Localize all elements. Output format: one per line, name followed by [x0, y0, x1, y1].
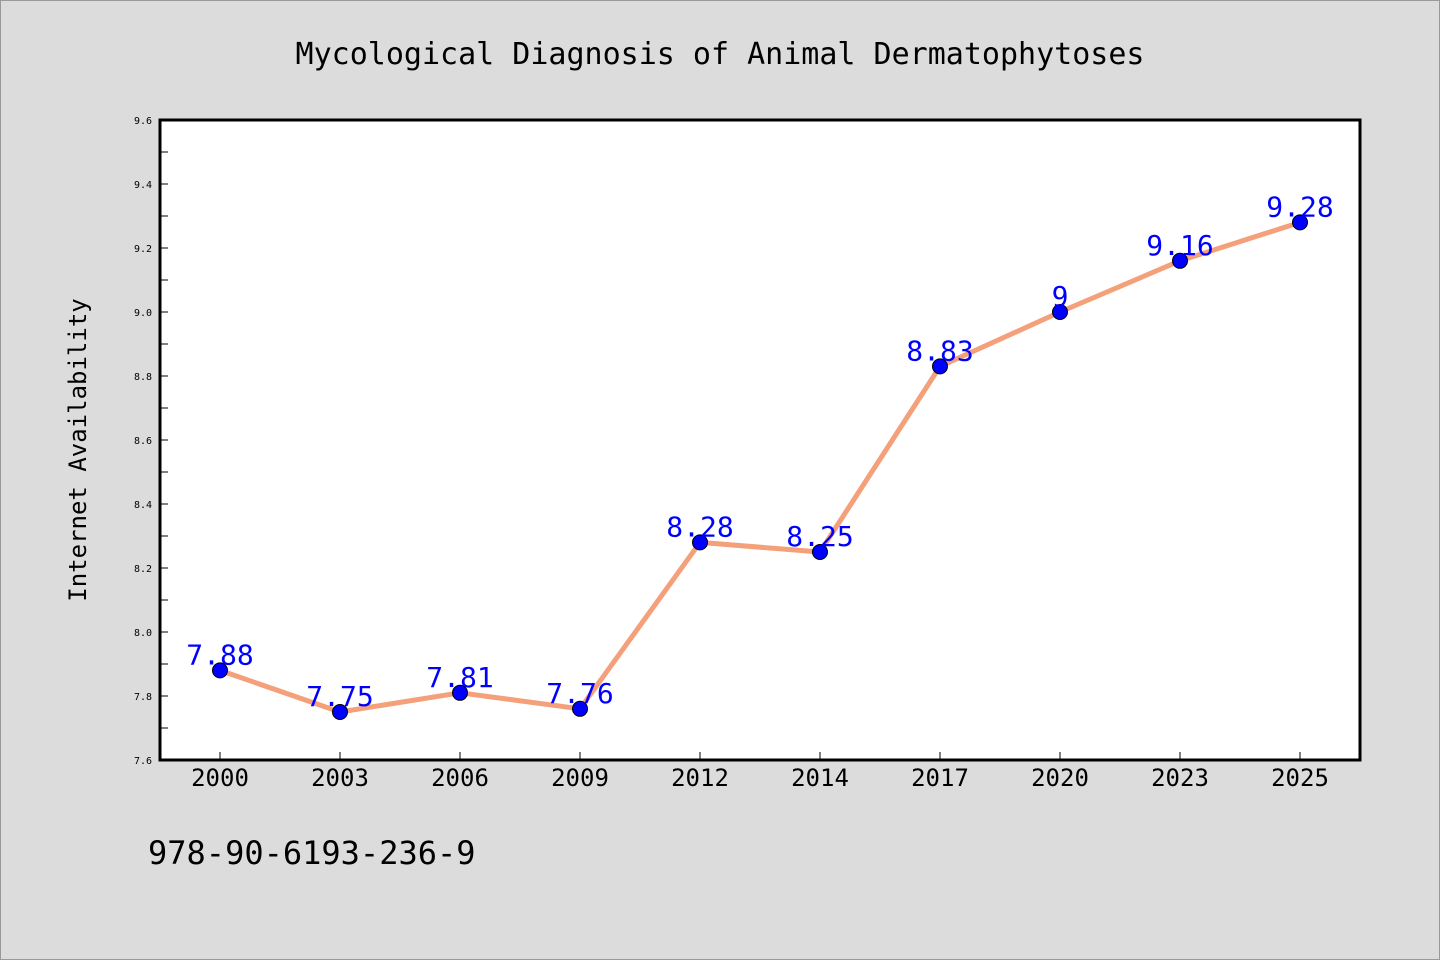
series-layer: 7.88 7.75 7.81 7.76 8.28 8.25 8.83 9 9.16 9.28: [186, 190, 1334, 720]
data-point-2000: [212, 662, 228, 679]
data-point-2003: [332, 704, 348, 720]
data-point-2014: [812, 544, 828, 560]
data-label-2020: 9: [1052, 280, 1069, 313]
y-tick-label: 8.0: [134, 628, 152, 639]
x-tick-label: 2006: [431, 764, 489, 792]
x-tick-label: 2009: [551, 764, 609, 792]
data-point-2023: [1172, 252, 1188, 269]
data-label-2000: 7.88: [186, 638, 253, 671]
x-tick-label: 2017: [911, 764, 969, 792]
y-tick-label: 9.2: [134, 244, 152, 255]
data-label-2006: 7.81: [426, 661, 493, 694]
series-line: [219, 220, 1301, 715]
y-tick-label: 8.6: [134, 436, 152, 447]
data-point-2020: [1052, 304, 1068, 320]
x-tick-label: 2003: [311, 764, 369, 792]
y-tick-label: 8.8: [134, 372, 152, 383]
y-tick-label: 9.4: [134, 180, 152, 191]
y-tick-label: 9.6: [134, 116, 152, 127]
data-point-2025: [1292, 214, 1308, 231]
data-point-2009: [572, 700, 588, 717]
y-axis-label: Internet Availability: [64, 298, 92, 601]
data-label-2012: 8.28: [666, 510, 733, 543]
x-tick-label: 2014: [791, 764, 849, 792]
footer-isbn: 978-90-6193-236-9: [148, 834, 476, 872]
data-label-2009: 7.76: [546, 677, 613, 710]
data-label-2025: 9.28: [1266, 190, 1333, 223]
data-label-2023: 9.16: [1146, 229, 1213, 262]
data-label-2014: 8.25: [786, 520, 853, 553]
data-label-2003: 7.75: [306, 680, 373, 713]
y-tick-label: 7.8: [134, 692, 152, 703]
y-axis: 7.6 7.8 8.0 8.2 8.4 8.6 8.8 9.0 9.2 9.4 9.6: [134, 116, 168, 767]
plot-area: [158, 118, 1362, 762]
data-point-2017: [932, 358, 948, 375]
x-tick-label: 2023: [1151, 764, 1209, 792]
x-axis: 2000 2003 2006 2009 2012 2014 2017 2020 2023 2025: [191, 752, 1329, 792]
data-point-2006: [452, 684, 468, 701]
x-tick-label: 2025: [1271, 764, 1329, 792]
data-point-2012: [692, 534, 708, 551]
y-tick-label: 8.2: [134, 564, 152, 575]
chart-title: Mycological Diagnosis of Animal Dermatop…: [296, 37, 1145, 72]
x-tick-label: 2012: [671, 764, 729, 792]
y-tick-label: 7.6: [134, 756, 152, 767]
x-tick-label: 2020: [1031, 764, 1089, 792]
y-tick-label: 9.0: [134, 308, 152, 319]
x-tick-label: 2000: [191, 764, 249, 792]
data-label-2017: 8.83: [906, 334, 973, 367]
y-tick-label: 8.4: [134, 500, 152, 511]
